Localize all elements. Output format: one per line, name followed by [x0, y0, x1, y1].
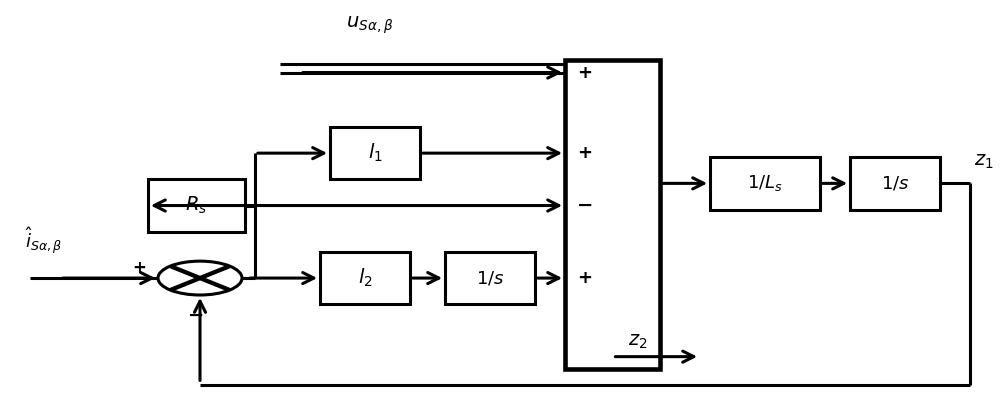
Bar: [445, 252, 535, 304]
Bar: [320, 252, 410, 304]
Text: −: −: [577, 196, 593, 215]
Text: +: +: [577, 64, 592, 81]
Circle shape: [158, 261, 242, 295]
Bar: [148, 179, 245, 232]
Text: $R_s$: $R_s$: [185, 195, 208, 216]
Bar: [850, 157, 940, 210]
Bar: [330, 127, 420, 179]
Bar: [710, 157, 820, 210]
Text: $l_2$: $l_2$: [358, 267, 372, 289]
Text: +: +: [577, 269, 592, 287]
Text: $1/s$: $1/s$: [881, 174, 909, 192]
Text: $l_1$: $l_1$: [368, 142, 382, 164]
Text: +: +: [577, 144, 592, 162]
Text: $\hat{i}_{S\alpha,\beta}$: $\hat{i}_{S\alpha,\beta}$: [25, 225, 63, 256]
Text: $z_2$: $z_2$: [628, 332, 647, 351]
Text: +: +: [132, 259, 146, 277]
Text: $u_{S\alpha,\beta}$: $u_{S\alpha,\beta}$: [346, 15, 394, 36]
Text: $1/L_s$: $1/L_s$: [747, 173, 783, 193]
Text: $1/s$: $1/s$: [476, 269, 504, 287]
Text: $z_1$: $z_1$: [974, 153, 994, 171]
Bar: [565, 60, 660, 369]
Text: −: −: [188, 306, 204, 325]
